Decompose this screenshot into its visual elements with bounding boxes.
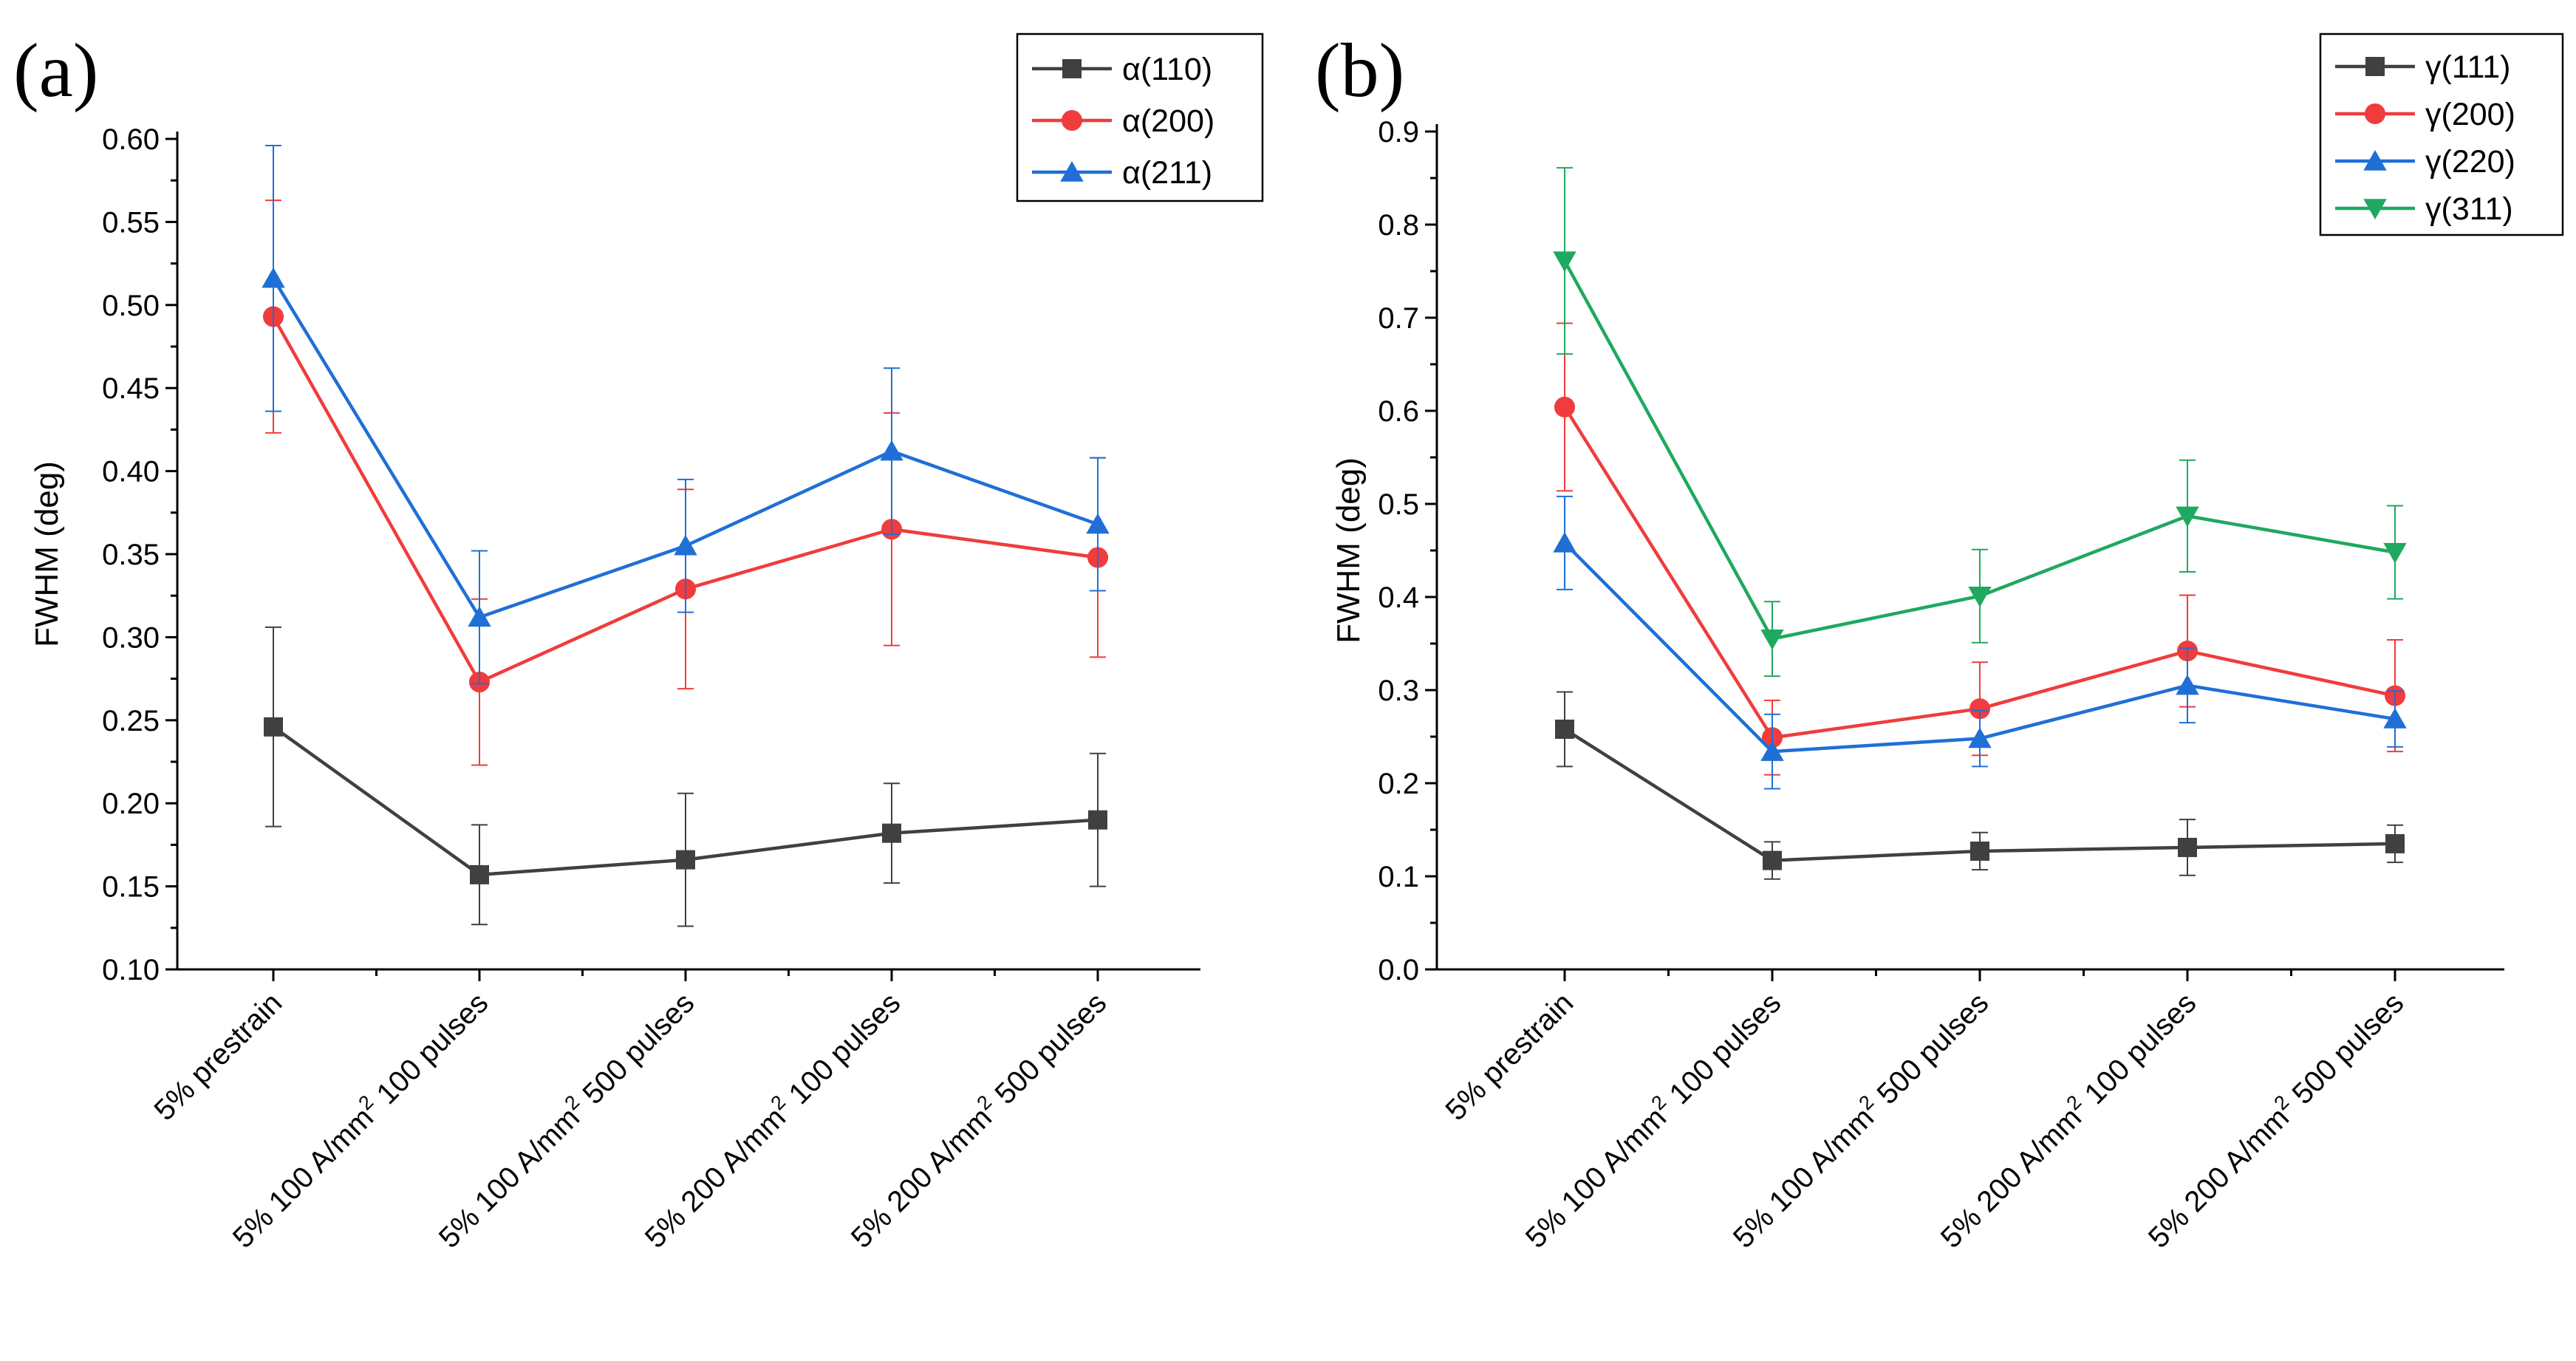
series-2: [262, 144, 1110, 685]
legend: α(110) α(200) α(211): [1016, 33, 1264, 202]
data-point: [1968, 587, 1992, 607]
legend-label: γ(200): [2425, 97, 2515, 132]
data-point: [1760, 740, 1784, 761]
y-tick-label: 0.30: [102, 621, 160, 654]
category-text-rest: 100 pulses: [777, 986, 907, 1116]
y-tick-label: 0.4: [1378, 581, 1419, 614]
category-text-rest: 100 pulses: [1658, 986, 1788, 1116]
data-point: [1969, 698, 1991, 720]
chart-panel-b: (b) 0.0 0.1 0.2 0.3 0.4 0.5 0.6 0.7 0.8 0.9 FWHM (d…: [1315, 28, 2564, 1255]
y-tick-label: 0.3: [1378, 675, 1419, 707]
series-0: [1555, 691, 2405, 880]
y-axis-title: FWHM (deg): [1330, 457, 1367, 644]
legend-marker: [2363, 150, 2387, 171]
y-tick-label: 0.60: [102, 123, 160, 156]
data-point: [468, 606, 491, 627]
category-text-rest: 100 pulses: [2073, 986, 2203, 1116]
data-point: [1086, 513, 1110, 534]
series-2: [1553, 495, 2407, 790]
data-point: [1554, 396, 1576, 418]
data-point: [882, 823, 901, 843]
category-text: 5% 200 A/mm: [639, 1102, 792, 1255]
legend-label: α(211): [1122, 155, 1212, 191]
series-3: [1553, 167, 2407, 678]
category-text: 5% prestrain: [148, 986, 288, 1127]
legend-label: γ(220): [2425, 144, 2515, 180]
data-point: [264, 717, 283, 737]
series-0: [264, 626, 1107, 927]
data-point: [1763, 850, 1782, 870]
y-tick-label: 0.6: [1378, 395, 1419, 428]
data-point: [1968, 727, 1992, 748]
legend-label: α(200): [1122, 103, 1214, 139]
y-tick-label: 0.40: [102, 456, 160, 488]
y-tick-label: 0.45: [102, 372, 160, 405]
legend-marker: [2365, 57, 2385, 76]
y-axis-title: FWHM (deg): [29, 461, 65, 647]
category-text: 5% 100 A/mm: [433, 1102, 586, 1255]
legend-marker: [2364, 103, 2386, 125]
category-text-rest: 500 pulses: [983, 986, 1113, 1116]
data-point: [676, 850, 695, 870]
category-text: 5% prestrain: [1439, 986, 1579, 1127]
data-point: [2176, 674, 2199, 695]
y-tick-label: 0.15: [102, 871, 160, 904]
category-text-rest: 500 pulses: [2281, 986, 2411, 1116]
panel-label: (a): [13, 28, 98, 113]
data-point: [2176, 506, 2199, 528]
data-point: [880, 440, 903, 461]
y-tick-label: 0.0: [1378, 954, 1419, 986]
y-tick-label: 0.8: [1378, 209, 1419, 242]
data-point: [2178, 837, 2197, 857]
legend-marker: [1060, 161, 1084, 182]
data-point: [262, 267, 285, 288]
legend-marker: [2363, 199, 2387, 219]
data-point: [1088, 810, 1107, 830]
data-point: [2383, 708, 2407, 729]
x-category-label: 5% prestrain: [1439, 986, 1579, 1127]
category-text: 5% 200 A/mm: [1935, 1102, 2088, 1255]
y-tick-label: 0.55: [102, 206, 160, 239]
x-category-label: 5% prestrain: [148, 986, 288, 1127]
y-tick-label: 0.2: [1378, 768, 1419, 800]
category-text: 5% 200 A/mm: [2142, 1102, 2295, 1255]
y-tick-label: 0.10: [102, 954, 160, 986]
y-tick-label: 0.20: [102, 788, 160, 820]
legend-marker: [1062, 59, 1082, 78]
data-point: [1553, 251, 1576, 273]
data-point: [1760, 629, 1784, 650]
category-text: 5% 100 A/mm: [1727, 1102, 1880, 1255]
data-point: [470, 864, 489, 884]
legend-marker: [1061, 109, 1083, 132]
y-tick-label: 0.50: [102, 290, 160, 322]
category-text-rest: 500 pulses: [571, 986, 701, 1116]
data-point: [1555, 719, 1574, 739]
panel-label: (b): [1315, 28, 1404, 113]
y-tick-label: 0.5: [1378, 488, 1419, 521]
y-tick-label: 0.7: [1378, 302, 1419, 335]
data-point: [2385, 833, 2405, 853]
category-text: 5% 100 A/mm: [1520, 1102, 1673, 1255]
category-text-rest: 500 pulses: [1865, 986, 1995, 1116]
legend-label: γ(111): [2425, 50, 2511, 85]
data-point: [674, 534, 697, 556]
chart-panel-a: (a) 0.10 0.15 0.20 0.25 0.30 0.35 0.40 0.45 0.50 0…: [13, 28, 1264, 1255]
y-tick-label: 0.1: [1378, 861, 1419, 893]
y-tick-label: 0.9: [1378, 116, 1419, 149]
y-tick-label: 0.35: [102, 539, 160, 571]
category-text: 5% 100 A/mm: [227, 1102, 380, 1255]
legend-label: γ(311): [2425, 191, 2513, 227]
data-point: [1970, 841, 1989, 861]
data-point: [1553, 531, 1576, 553]
legend-label: α(110): [1122, 52, 1212, 87]
y-tick-label: 0.25: [102, 705, 160, 737]
legend: γ(111) γ(200) γ(220) γ(311): [2319, 33, 2564, 236]
category-text: 5% 200 A/mm: [845, 1102, 998, 1255]
data-point: [2383, 542, 2407, 564]
category-text-rest: 100 pulses: [365, 986, 495, 1116]
